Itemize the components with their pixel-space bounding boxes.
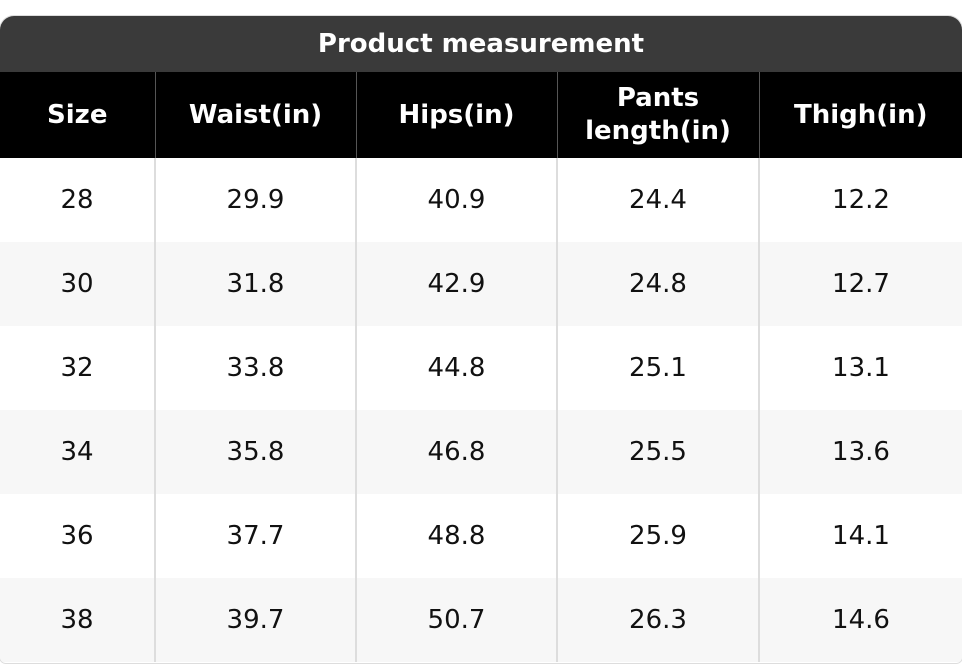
table-cell: 39.7 — [154, 578, 356, 662]
size-table: Size Waist(in) Hips(in) Pants length(in) Thi… — [0, 72, 962, 662]
table-cell: 32 — [60, 353, 94, 383]
table-cell: 25.9 — [556, 494, 759, 578]
table-cell: 33.8 — [154, 326, 356, 410]
table-cell: 38 — [0, 578, 155, 662]
table-cell: 48.8 — [355, 494, 557, 578]
column-header-text: Size — [47, 99, 108, 130]
table-cell: 13.6 — [758, 410, 962, 494]
table-row: 38 39.7 50.7 26.3 14.6 — [0, 578, 962, 662]
table-title: Product measurement — [0, 16, 962, 72]
table-cell: 24.4 — [556, 158, 759, 242]
table-cell: 42.9 — [355, 242, 557, 326]
column-header: Pants length(in) — [556, 72, 759, 158]
table-cell: 36 — [60, 521, 94, 551]
table-cell: 44.8 — [355, 326, 557, 410]
column-header-text: Thigh(in) — [794, 99, 928, 130]
table-row: 32 33.8 44.8 25.1 13.1 — [0, 326, 962, 410]
table-cell: 46.8 — [355, 410, 557, 494]
column-header: Hips(in) — [355, 72, 557, 158]
table-cell: 31.8 — [154, 242, 356, 326]
table-cell: 14.1 — [758, 494, 962, 578]
table-body: 28 29.9 40.9 24.4 12.2 30 31.8 42.9 24.8 12.7 32 33… — [0, 158, 962, 662]
table-cell: 30 — [0, 242, 155, 326]
table-cell: 26.3 — [556, 578, 759, 662]
table-row: 34 35.8 46.8 25.5 13.6 — [0, 410, 962, 494]
table-cell: 34 — [0, 410, 155, 494]
table-cell: 28 — [60, 185, 94, 215]
column-header: Thigh(in) — [758, 72, 962, 158]
size-table-card: Product measurement Size Waist(in) Hips(in… — [0, 16, 962, 663]
table-row: 36 37.7 48.8 25.9 14.1 — [0, 494, 962, 578]
table-cell: 37.7 — [154, 494, 356, 578]
table-cell: 12.2 — [758, 158, 962, 242]
table-cell: 14.6 — [758, 578, 962, 662]
table-row: 30 31.8 42.9 24.8 12.7 — [0, 242, 962, 326]
table-cell: 12.7 — [758, 242, 962, 326]
column-header-text: Waist(in) — [188, 99, 323, 130]
table-cell: 24.8 — [556, 242, 759, 326]
column-header-text: Hips(in) — [398, 99, 515, 130]
table-cell: 40.9 — [355, 158, 557, 242]
table-cell: 25.1 — [556, 326, 759, 410]
table-row: 28 29.9 40.9 24.4 12.2 — [0, 158, 962, 242]
column-header-text: Pants length(in) — [585, 83, 731, 146]
column-header: Waist(in) — [154, 72, 356, 158]
table-cell: 29.9 — [154, 158, 356, 242]
table-cell: 35.8 — [154, 410, 356, 494]
table-cell: 13.1 — [758, 326, 962, 410]
header-row: Size Waist(in) Hips(in) Pants length(in) Thi… — [0, 72, 962, 158]
column-header: Size — [0, 72, 155, 158]
table-cell: 25.5 — [556, 410, 759, 494]
table-cell: 50.7 — [355, 578, 557, 662]
